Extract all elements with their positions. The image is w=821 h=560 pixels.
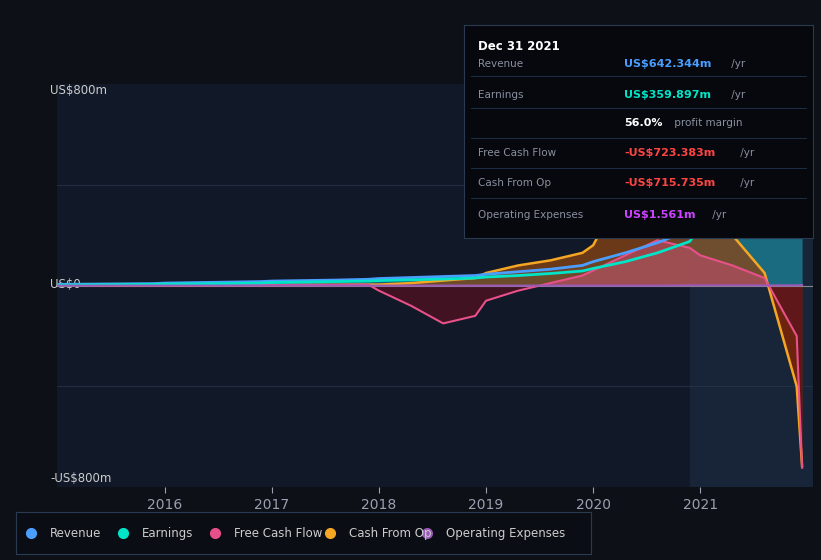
Text: Free Cash Flow: Free Cash Flow <box>234 527 322 540</box>
Text: US$800m: US$800m <box>50 84 107 97</box>
Text: US$642.344m: US$642.344m <box>624 58 712 68</box>
Text: US$359.897m: US$359.897m <box>624 90 711 100</box>
Text: /yr: /yr <box>737 178 754 188</box>
Text: 56.0%: 56.0% <box>624 118 663 128</box>
Text: /yr: /yr <box>728 58 745 68</box>
Text: Cash From Op: Cash From Op <box>478 178 551 188</box>
Text: profit margin: profit margin <box>672 118 743 128</box>
Text: /yr: /yr <box>737 148 754 158</box>
Bar <box>690 84 813 487</box>
Text: Operating Expenses: Operating Expenses <box>478 209 583 220</box>
Text: Earnings: Earnings <box>142 527 193 540</box>
Text: /yr: /yr <box>709 209 727 220</box>
Text: -US$723.383m: -US$723.383m <box>624 148 716 158</box>
Text: Free Cash Flow: Free Cash Flow <box>478 148 556 158</box>
Text: -US$800m: -US$800m <box>50 472 112 485</box>
Text: Operating Expenses: Operating Expenses <box>447 527 566 540</box>
Text: Revenue: Revenue <box>478 58 523 68</box>
Text: -US$715.735m: -US$715.735m <box>624 178 716 188</box>
Text: Revenue: Revenue <box>50 527 101 540</box>
Text: US$0: US$0 <box>50 278 80 291</box>
Text: /yr: /yr <box>728 90 745 100</box>
Text: US$1.561m: US$1.561m <box>624 209 696 220</box>
Text: Earnings: Earnings <box>478 90 523 100</box>
Text: Cash From Op: Cash From Op <box>349 527 431 540</box>
Text: Dec 31 2021: Dec 31 2021 <box>478 40 560 53</box>
